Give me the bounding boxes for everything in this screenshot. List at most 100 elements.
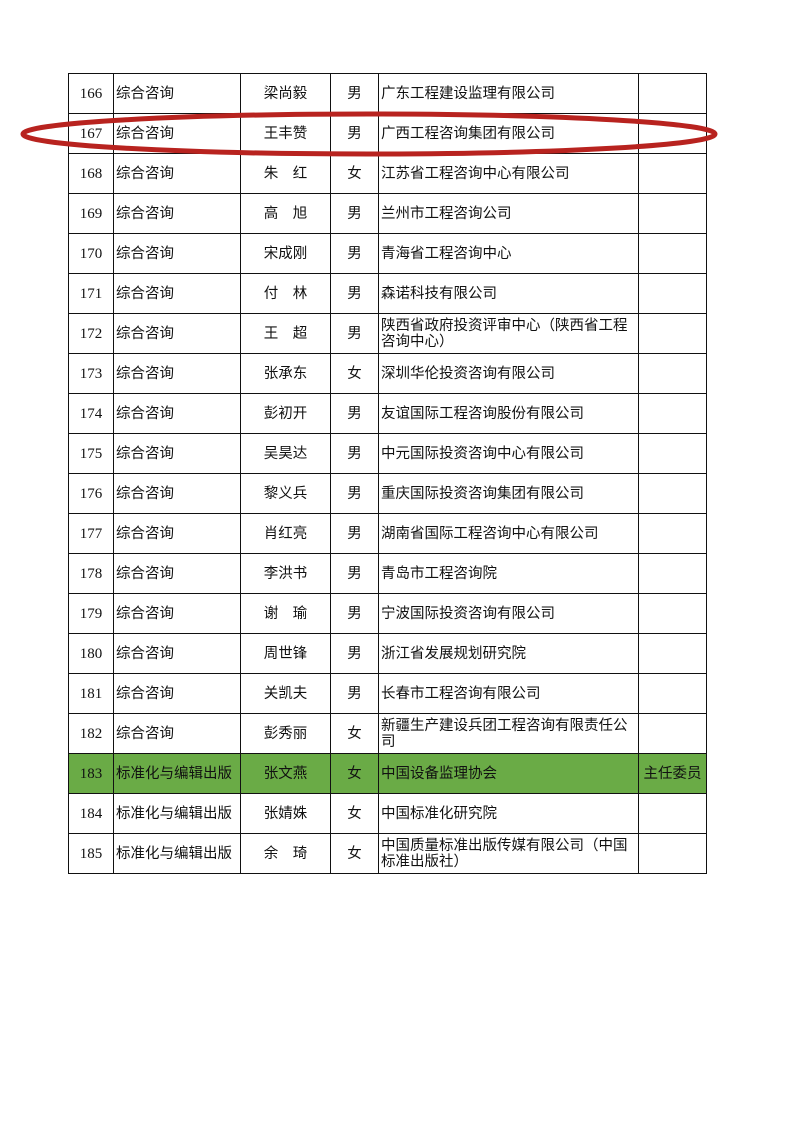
role-cell: [638, 113, 707, 154]
table-row: 167 综合咨询 王丰赞男广西工程咨询集团有限公司: [68, 113, 707, 154]
table-row: 170 综合咨询 宋成刚男青海省工程咨询中心: [68, 233, 707, 274]
category-cell: 综合咨询: [113, 73, 241, 114]
row-number: 173: [68, 353, 114, 394]
row-number: 167: [68, 113, 114, 154]
category-cell: 综合咨询: [113, 233, 241, 274]
role-cell: [638, 193, 707, 234]
table-row: 184 标准化与编辑出版 张婧姝女中国标准化研究院: [68, 793, 707, 834]
organization-cell: 长春市工程咨询有限公司: [378, 673, 639, 714]
organization-cell: 浙江省发展规划研究院: [378, 633, 639, 674]
organization-cell: 宁波国际投资咨询有限公司: [378, 593, 639, 634]
role-cell: [638, 433, 707, 474]
role-cell: [638, 353, 707, 394]
role-cell: [638, 273, 707, 314]
gender-cell: 女: [330, 353, 379, 394]
role-cell: [638, 793, 707, 834]
table-row: 173 综合咨询 张承东女深圳华伦投资咨询有限公司: [68, 353, 707, 394]
name-cell: 王 超: [240, 313, 331, 354]
table-row: 171 综合咨询付 林男森诺科技有限公司: [68, 273, 707, 314]
name-cell: 张文燕: [240, 753, 331, 794]
gender-cell: 男: [330, 513, 379, 554]
category-cell: 综合咨询: [113, 393, 241, 434]
table-row: 178 综合咨询 李洪书男青岛市工程咨询院: [68, 553, 707, 594]
name-cell: 黎义兵: [240, 473, 331, 514]
role-cell: [638, 73, 707, 114]
table-row: 185 标准化与编辑出版余 琦女中国质量标准出版传媒有限公司（中国标准出版社）: [68, 833, 707, 874]
row-number: 182: [68, 713, 114, 754]
organization-cell: 青海省工程咨询中心: [378, 233, 639, 274]
gender-cell: 男: [330, 633, 379, 674]
table-row: 181 综合咨询 关凯夫男长春市工程咨询有限公司: [68, 673, 707, 714]
role-cell: [638, 393, 707, 434]
role-cell: [638, 513, 707, 554]
row-number: 184: [68, 793, 114, 834]
row-number: 185: [68, 833, 114, 874]
row-number: 169: [68, 193, 114, 234]
table-row: 177 综合咨询 肖红亮男湖南省国际工程咨询中心有限公司: [68, 513, 707, 554]
category-cell: 标准化与编辑出版: [113, 753, 241, 794]
gender-cell: 女: [330, 753, 379, 794]
organization-cell: 中国质量标准出版传媒有限公司（中国标准出版社）: [378, 833, 639, 874]
row-number: 180: [68, 633, 114, 674]
gender-cell: 女: [330, 713, 379, 754]
gender-cell: 男: [330, 113, 379, 154]
role-cell: [638, 633, 707, 674]
name-cell: 张婧姝: [240, 793, 331, 834]
organization-cell: 中元国际投资咨询中心有限公司: [378, 433, 639, 474]
name-cell: 宋成刚: [240, 233, 331, 274]
row-number: 175: [68, 433, 114, 474]
category-cell: 标准化与编辑出版: [113, 793, 241, 834]
row-number: 174: [68, 393, 114, 434]
name-cell: 谢 瑜: [240, 593, 331, 634]
organization-cell: 新疆生产建设兵团工程咨询有限责任公司: [378, 713, 639, 754]
name-cell: 付 林: [240, 273, 331, 314]
organization-cell: 中国设备监理协会: [378, 753, 639, 794]
name-cell: 李洪书: [240, 553, 331, 594]
organization-cell: 中国标准化研究院: [378, 793, 639, 834]
organization-cell: 广东工程建设监理有限公司: [378, 73, 639, 114]
category-cell: 综合咨询: [113, 593, 241, 634]
row-number: 177: [68, 513, 114, 554]
category-cell: 综合咨询: [113, 473, 241, 514]
role-cell: [638, 553, 707, 594]
gender-cell: 女: [330, 793, 379, 834]
name-cell: 关凯夫: [240, 673, 331, 714]
gender-cell: 男: [330, 553, 379, 594]
row-number: 168: [68, 153, 114, 194]
organization-cell: 森诺科技有限公司: [378, 273, 639, 314]
category-cell: 综合咨询: [113, 633, 241, 674]
row-number: 179: [68, 593, 114, 634]
table-row: 179 综合咨询谢 瑜男宁波国际投资咨询有限公司: [68, 593, 707, 634]
gender-cell: 男: [330, 73, 379, 114]
name-cell: 朱 红: [240, 153, 331, 194]
name-cell: 吴昊达: [240, 433, 331, 474]
category-cell: 综合咨询: [113, 513, 241, 554]
gender-cell: 女: [330, 153, 379, 194]
role-cell: [638, 673, 707, 714]
role-cell: [638, 313, 707, 354]
row-number: 170: [68, 233, 114, 274]
table-row: 183 标准化与编辑出版 张文燕女中国设备监理协会 主任委员: [68, 753, 707, 794]
category-cell: 综合咨询: [113, 553, 241, 594]
gender-cell: 男: [330, 473, 379, 514]
name-cell: 彭初开: [240, 393, 331, 434]
table-row: 166 综合咨询 梁尚毅男广东工程建设监理有限公司: [68, 73, 707, 114]
gender-cell: 男: [330, 193, 379, 234]
gender-cell: 男: [330, 593, 379, 634]
organization-cell: 广西工程咨询集团有限公司: [378, 113, 639, 154]
category-cell: 标准化与编辑出版: [113, 833, 241, 874]
name-cell: 张承东: [240, 353, 331, 394]
row-number: 176: [68, 473, 114, 514]
gender-cell: 男: [330, 233, 379, 274]
role-cell: [638, 473, 707, 514]
category-cell: 综合咨询: [113, 713, 241, 754]
table-row: 176 综合咨询 黎义兵男重庆国际投资咨询集团有限公司: [68, 473, 707, 514]
organization-cell: 友谊国际工程咨询股份有限公司: [378, 393, 639, 434]
gender-cell: 女: [330, 833, 379, 874]
table-row: 175 综合咨询 吴昊达男中元国际投资咨询中心有限公司: [68, 433, 707, 474]
category-cell: 综合咨询: [113, 673, 241, 714]
row-number: 172: [68, 313, 114, 354]
role-cell: [638, 233, 707, 274]
role-cell: [638, 593, 707, 634]
category-cell: 综合咨询: [113, 113, 241, 154]
